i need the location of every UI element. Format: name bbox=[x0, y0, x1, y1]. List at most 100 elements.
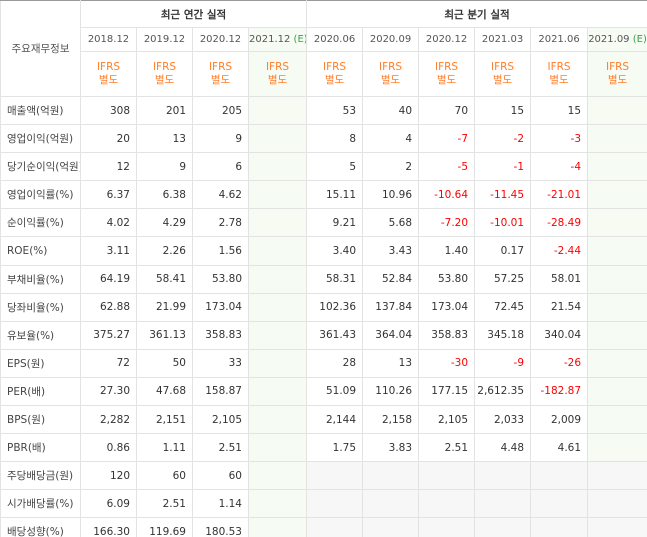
basis-ifrs: IFRS bbox=[322, 61, 347, 73]
quarter-value bbox=[306, 517, 364, 537]
annual-value: 120 bbox=[80, 461, 137, 491]
table-row: 시가배당률(%) 6.09 2.51 1.14 bbox=[0, 489, 647, 519]
annual-value: 1.56 bbox=[192, 236, 249, 266]
table-row: 매출액(억원) 308 201 205 53 40 70 15 15 bbox=[0, 95, 647, 126]
quarter-value bbox=[474, 517, 532, 537]
annual-value: 2,105 bbox=[192, 405, 249, 435]
basis-separate: 별도 bbox=[210, 74, 231, 86]
period-label: 2021.03 bbox=[481, 34, 524, 45]
annual-value: 361.13 bbox=[136, 320, 193, 350]
quarter-value bbox=[587, 376, 647, 407]
annual-value: 27.30 bbox=[80, 376, 137, 407]
annual-value: 2.78 bbox=[192, 208, 249, 238]
quarter-value bbox=[587, 405, 647, 435]
estimate-marker: (E) bbox=[632, 34, 647, 45]
annual-value bbox=[247, 348, 308, 378]
period-label: 2021.06 bbox=[538, 34, 580, 45]
basis-cell: IFRS 별도 bbox=[418, 51, 476, 97]
annual-period-header: 2021.12 (E) bbox=[247, 27, 308, 52]
annual-value bbox=[247, 264, 308, 294]
annual-value bbox=[247, 433, 308, 463]
annual-value: 62.88 bbox=[80, 292, 137, 322]
quarter-value bbox=[362, 461, 420, 491]
quarter-value bbox=[587, 236, 647, 266]
annual-value: 20 bbox=[80, 124, 137, 154]
row-label: 배당성향(%) bbox=[0, 517, 81, 537]
annual-value: 13 bbox=[136, 124, 193, 154]
quarter-value bbox=[587, 264, 647, 294]
annual-value: 58.41 bbox=[136, 264, 193, 294]
quarter-value: 15 bbox=[474, 95, 532, 126]
annual-value: 1.11 bbox=[136, 433, 193, 463]
annual-value: 375.27 bbox=[80, 320, 137, 350]
annual-value: 201 bbox=[136, 95, 193, 126]
quarter-value bbox=[587, 489, 647, 519]
quarter-value: 2.51 bbox=[418, 433, 476, 463]
quarter-period-header: 2020.12 bbox=[418, 27, 476, 52]
quarter-value: 2,144 bbox=[306, 405, 364, 435]
quarter-value: 345.18 bbox=[474, 320, 532, 350]
quarter-value: 364.04 bbox=[362, 320, 420, 350]
annual-value: 2,282 bbox=[80, 405, 137, 435]
table-row: PER(배) 27.30 47.68 158.87 51.09 110.26 177.15 2… bbox=[0, 376, 647, 407]
row-label: 영업이익률(%) bbox=[0, 180, 81, 210]
quarter-value: -7.20 bbox=[418, 208, 476, 238]
quarter-value bbox=[587, 180, 647, 210]
quarter-value: 173.04 bbox=[418, 292, 476, 322]
annual-value: 205 bbox=[192, 95, 249, 126]
quarter-value: 2,009 bbox=[530, 405, 589, 435]
table-row: 영업이익(억원) 20 13 9 8 4 -7 -2 -3 bbox=[0, 124, 647, 154]
annual-header: 최근 연간 실적 bbox=[79, 0, 308, 28]
quarter-value bbox=[530, 489, 589, 519]
annual-value bbox=[247, 376, 308, 407]
annual-value: 173.04 bbox=[192, 292, 249, 322]
basis-cell: IFRS 별도 bbox=[80, 51, 137, 97]
quarter-value: 2,612.35 bbox=[474, 376, 532, 407]
basis-separate: 별도 bbox=[549, 74, 569, 86]
annual-value: 9 bbox=[192, 124, 249, 154]
quarter-value: 57.25 bbox=[474, 264, 532, 294]
quarter-value: 53 bbox=[306, 95, 364, 126]
quarter-value bbox=[362, 489, 420, 519]
annual-value bbox=[247, 320, 308, 350]
table-row: 순이익률(%) 4.02 4.29 2.78 9.21 5.68 -7.20 -10.01 -2… bbox=[0, 208, 647, 238]
row-label: BPS(원) bbox=[0, 405, 81, 435]
annual-value: 180.53 bbox=[192, 517, 249, 537]
quarter-value: 102.36 bbox=[306, 292, 364, 322]
basis-ifrs: IFRS bbox=[605, 61, 630, 73]
quarter-value bbox=[587, 348, 647, 378]
quarter-value bbox=[587, 292, 647, 322]
annual-period-header: 2020.12 bbox=[192, 27, 249, 52]
row-label: PBR(배) bbox=[0, 433, 81, 463]
quarter-value bbox=[362, 517, 420, 537]
quarter-value: -1 bbox=[474, 152, 532, 182]
basis-cell: IFRS 별도 bbox=[136, 51, 193, 97]
table-row: 부채비율(%) 64.19 58.41 53.80 58.31 52.84 53.80 57.… bbox=[0, 264, 647, 294]
quarter-value: -2.44 bbox=[530, 236, 589, 266]
period-label: 2021.09 bbox=[588, 34, 630, 45]
quarter-value: 3.83 bbox=[362, 433, 420, 463]
quarter-value: 4.61 bbox=[530, 433, 589, 463]
basis-ifrs: IFRS bbox=[152, 61, 177, 73]
quarter-value: 58.31 bbox=[306, 264, 364, 294]
quarter-value: 2 bbox=[362, 152, 420, 182]
quarter-value: 5 bbox=[306, 152, 364, 182]
quarter-value: 72.45 bbox=[474, 292, 532, 322]
quarter-value: 3.43 bbox=[362, 236, 420, 266]
quarter-value: -26 bbox=[530, 348, 589, 378]
quarter-value: 13 bbox=[362, 348, 420, 378]
annual-value: 2,151 bbox=[136, 405, 193, 435]
quarter-value bbox=[587, 124, 647, 154]
row-label: 영업이익(억원) bbox=[0, 124, 81, 154]
annual-value: 60 bbox=[192, 461, 249, 491]
quarter-value: 2,033 bbox=[474, 405, 532, 435]
quarter-value: 2,105 bbox=[418, 405, 476, 435]
quarter-value bbox=[587, 95, 647, 126]
period-label: 2020.09 bbox=[369, 34, 412, 45]
quarter-period-header: 2020.09 bbox=[362, 27, 420, 52]
quarter-value: 4.48 bbox=[474, 433, 532, 463]
period-label: 2019.12 bbox=[143, 34, 186, 45]
annual-value bbox=[247, 180, 308, 210]
basis-separate: 별도 bbox=[380, 74, 401, 86]
